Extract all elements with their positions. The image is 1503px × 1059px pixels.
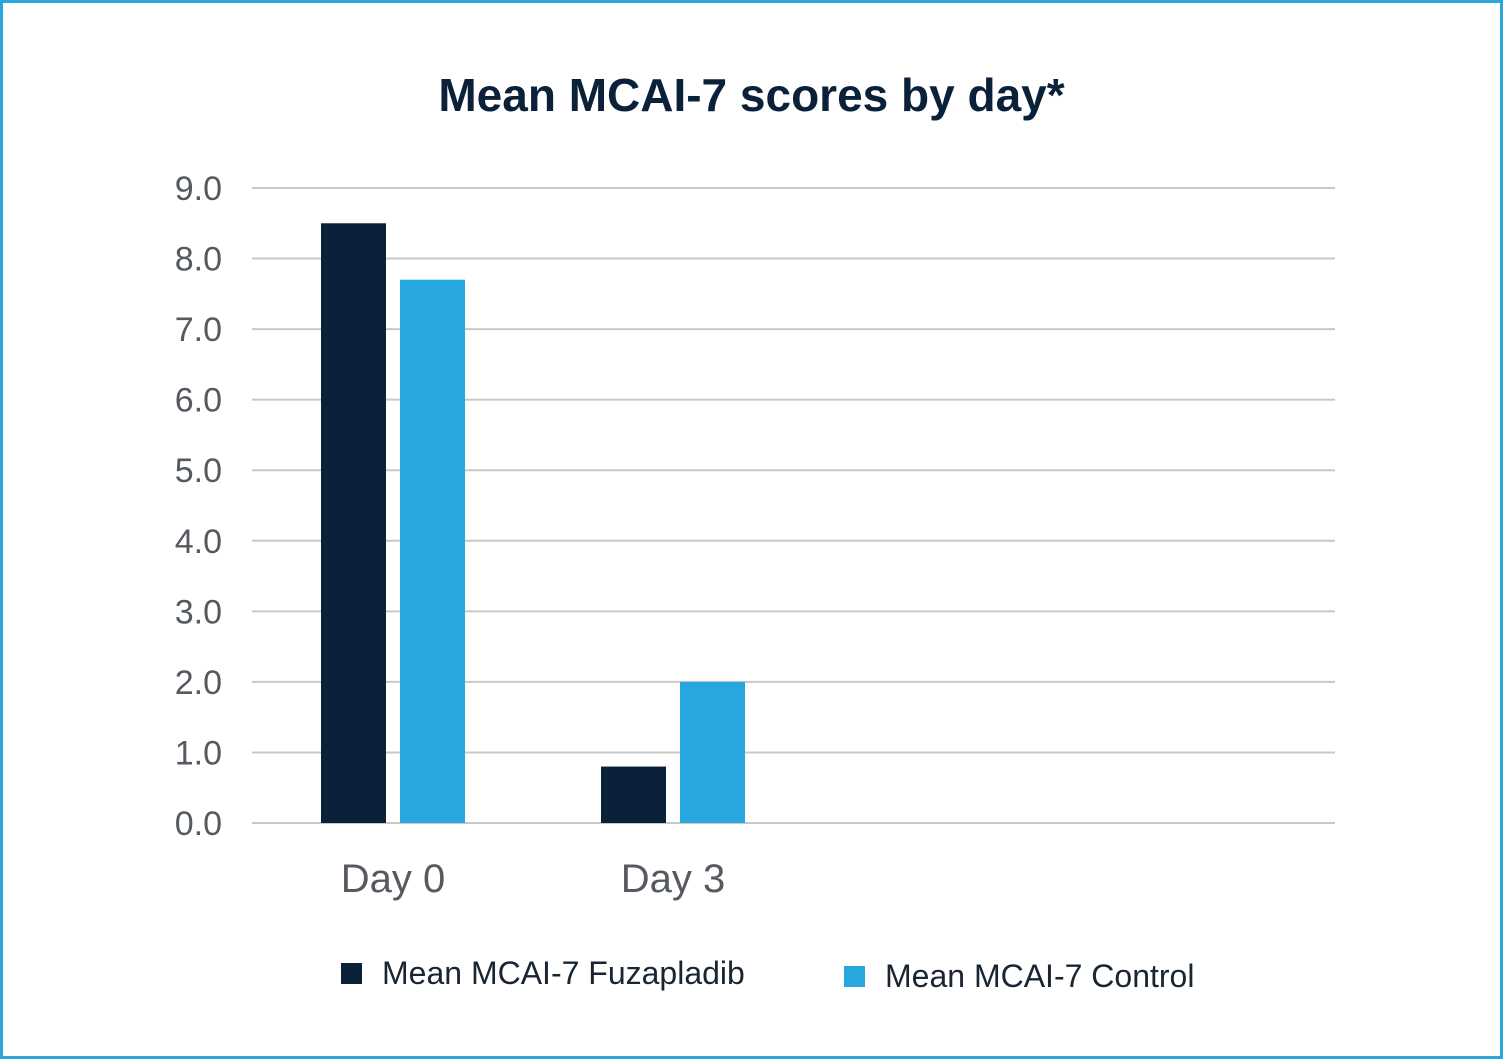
legend-item-control: Mean MCAI-7 Control <box>844 958 1194 995</box>
x-tick-label: Day 3 <box>621 857 726 901</box>
legend-label-control: Mean MCAI-7 Control <box>885 958 1195 994</box>
y-tick-label: 9.0 <box>175 170 222 208</box>
y-tick-label: 6.0 <box>175 382 222 420</box>
legend-label-fuzapladib: Mean MCAI-7 Fuzapladib <box>382 955 745 991</box>
y-tick-label: 2.0 <box>175 664 222 702</box>
legend-item-fuzapladib: Mean MCAI-7 Fuzapladib <box>341 955 745 992</box>
y-tick-label: 5.0 <box>175 452 222 490</box>
chart-title: Mean MCAI-7 scores by day* <box>438 69 1065 121</box>
y-tick-label: 8.0 <box>175 241 222 279</box>
y-tick-label: 4.0 <box>175 523 222 561</box>
bar-control-day-0 <box>400 279 465 823</box>
y-tick-label: 0.0 <box>175 805 222 843</box>
legend-swatch-fuzapladib <box>341 963 362 984</box>
x-tick-label: Day 0 <box>341 857 446 901</box>
y-tick-label: 3.0 <box>175 593 222 631</box>
y-tick-label: 7.0 <box>175 311 222 349</box>
bar-control-day-3 <box>680 681 745 823</box>
legend-swatch-control <box>844 966 865 987</box>
y-tick-label: 1.0 <box>175 734 222 772</box>
bar-fuzapladib-day-0 <box>321 223 386 823</box>
bar-fuzapladib-day-3 <box>601 766 666 823</box>
